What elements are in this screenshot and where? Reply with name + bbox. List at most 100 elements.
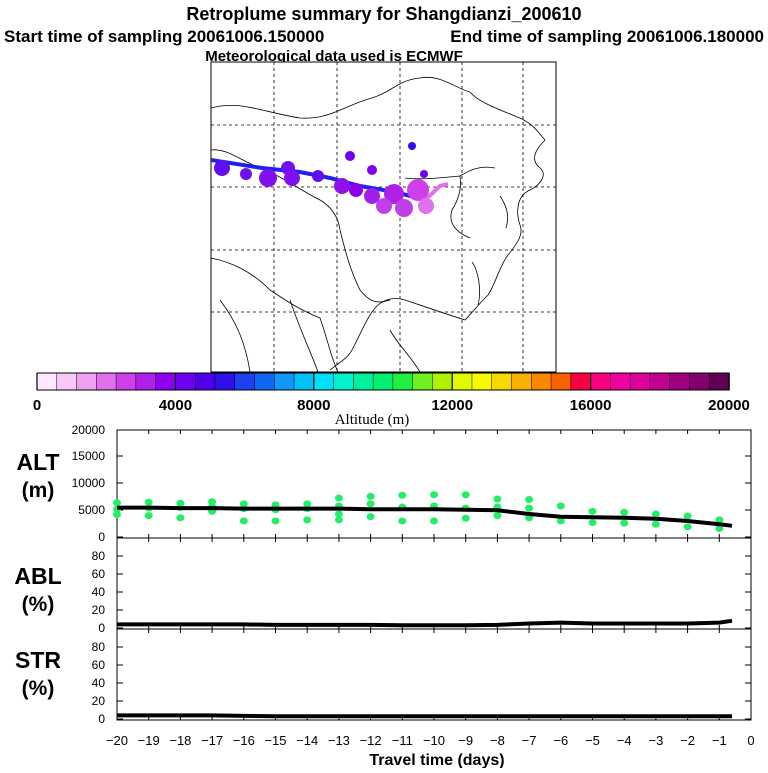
colorbar-tick-labels: 0 4000 8000 12000 16000 20000 [33, 373, 750, 414]
altitude-point [620, 508, 629, 516]
colorbar-swatch [451, 372, 473, 391]
altitude-point [334, 494, 343, 502]
alt-panel: 20000 15000 10000 5000 0 ALT (m) [16, 423, 752, 544]
altitude-point [303, 500, 312, 508]
x-tick-label: −20 [106, 733, 128, 748]
colorbar-swatch [412, 372, 434, 391]
y-tick-label: 20 [92, 603, 106, 617]
colorbar-swatch [353, 372, 374, 391]
x-tick-label: −6 [553, 733, 568, 748]
colorbar-swatch [689, 372, 710, 391]
panel-label: STR [15, 647, 61, 673]
y-tick-label: 40 [92, 676, 106, 690]
colorbar-tick-label: 4000 [159, 397, 192, 414]
colorbar-swatch [629, 372, 651, 391]
altitude-point [398, 491, 407, 499]
altitude-point [493, 495, 502, 503]
altitude-point [588, 507, 597, 515]
colorbar-swatch [115, 372, 137, 391]
x-tick-label: 0 [747, 733, 754, 748]
altitude-point [620, 519, 629, 527]
altitude-point [715, 524, 724, 532]
altitude-point [113, 499, 121, 507]
colorbar-swatch [254, 372, 276, 391]
panel-label: ABL [14, 563, 61, 589]
altitude-point [144, 498, 153, 506]
colorbar-swatch [234, 372, 256, 391]
main-title: Retroplume summary for Shangdianzi_20061… [186, 4, 581, 24]
map-gridlines [211, 62, 556, 372]
mean-altitude-line [117, 505, 733, 528]
altitude-point [366, 492, 375, 500]
x-tick-label: −10 [423, 733, 445, 748]
altitude-point [651, 520, 660, 528]
colorbar-swatch [96, 372, 117, 391]
altitude-point [525, 496, 534, 504]
y-tick-label: 15000 [72, 449, 106, 463]
colorbar-swatch [491, 372, 513, 391]
y-tick-label: 60 [92, 658, 106, 672]
altitude-point [556, 517, 565, 525]
start-time-label: Start time of sampling 20061006.150000 [4, 27, 324, 46]
y-tick-label: 10000 [72, 476, 106, 490]
colorbar-swatch [194, 372, 216, 391]
panel-unit: (%) [22, 593, 55, 616]
altitude-point [271, 517, 280, 525]
colorbar-swatch [56, 372, 78, 391]
colorbar-swatch [708, 372, 730, 391]
map-panel [210, 61, 557, 373]
abl-panel: 80 60 40 20 0 ABL (%) [14, 537, 752, 635]
colorbar-swatch [135, 372, 157, 391]
x-tick-label: −8 [490, 733, 505, 748]
summary-charts: 20000 15000 10000 5000 0 ALT (m) 80 60 40 20 0 ABL (%… [14, 423, 755, 769]
altitude-point [461, 514, 470, 522]
trajectory-plume [211, 142, 449, 217]
colorbar-label: Altitude (m) [335, 412, 410, 428]
altitude-colorbar [36, 372, 730, 391]
series-line [117, 618, 733, 628]
altitude-point [556, 502, 565, 510]
x-tick-label: −3 [648, 733, 663, 748]
met-data-label: Meteorological data used is ECMWF [205, 48, 463, 65]
altitude-point [493, 512, 502, 520]
end-time-label: End time of sampling 20061006.180000 [450, 27, 764, 46]
colorbar-tick-label: 20000 [708, 397, 750, 414]
x-tick-label: −15 [264, 733, 286, 748]
colorbar-swatch [175, 372, 196, 391]
x-tick-label: −4 [617, 733, 632, 748]
colorbar-swatch [214, 372, 236, 391]
x-tick-label: −13 [328, 733, 350, 748]
altitude-point [334, 516, 343, 524]
x-tick-label: −12 [360, 733, 382, 748]
x-tick-label: −19 [138, 733, 160, 748]
colorbar-swatch [36, 372, 58, 391]
altitude-point [334, 510, 343, 518]
altitude-point [398, 517, 407, 525]
colorbar-swatch [550, 372, 572, 391]
colorbar-swatch [610, 372, 631, 391]
x-tick-label: −9 [458, 733, 473, 748]
altitude-point [430, 491, 438, 499]
x-tick-label: −11 [392, 733, 413, 748]
series-line [117, 713, 732, 719]
colorbar-swatch [76, 372, 98, 391]
altitude-point [715, 516, 724, 524]
colorbar-swatch [392, 372, 414, 391]
x-tick-label: −2 [680, 733, 695, 748]
colorbar-tick-label: 16000 [570, 397, 612, 414]
x-tick-label: −1 [712, 733, 727, 748]
colorbar-swatch [155, 372, 177, 391]
colorbar-swatch [669, 372, 691, 391]
altitude-point [239, 517, 248, 525]
panel-unit: (%) [22, 677, 55, 700]
y-tick-label: 0 [98, 621, 105, 635]
map-frame [210, 61, 557, 373]
altitude-point [303, 516, 312, 524]
altitude-point [113, 511, 121, 519]
colorbar-tick-label: 12000 [431, 397, 473, 414]
colorbar-swatch [274, 372, 295, 391]
y-tick-label: 40 [92, 585, 106, 599]
y-tick-label: 0 [98, 530, 105, 544]
